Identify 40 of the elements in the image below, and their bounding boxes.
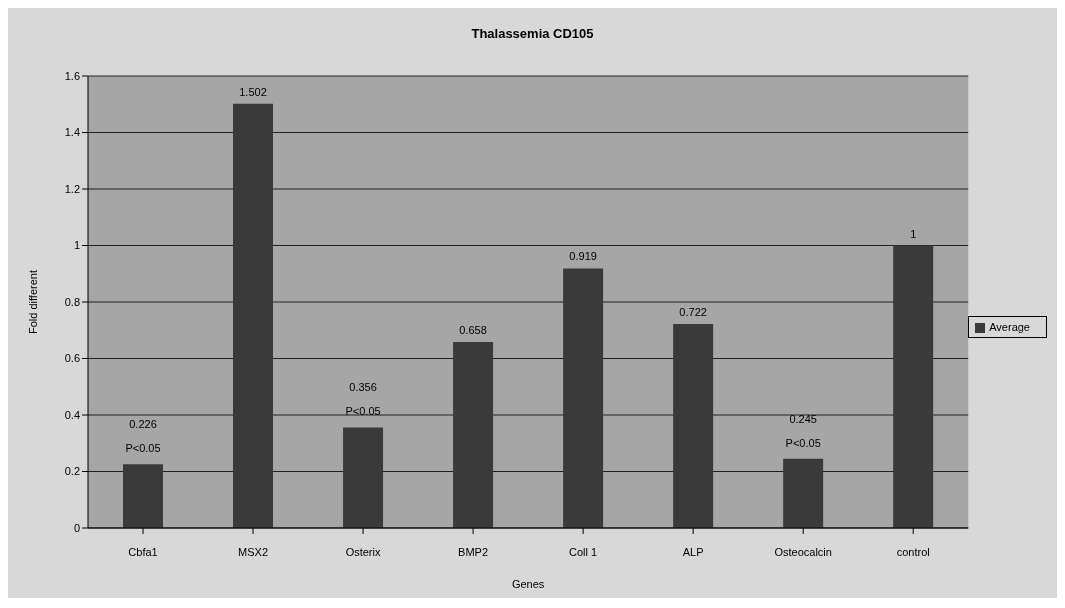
y-tick-label: 0.6 xyxy=(64,352,80,365)
x-tick-label: ALP xyxy=(682,545,704,558)
x-tick-label: Cbfa1 xyxy=(128,545,158,558)
bar xyxy=(673,324,714,528)
y-tick-label: 1.4 xyxy=(64,126,80,139)
bar xyxy=(453,342,494,528)
data-label: 0.722 xyxy=(679,306,707,319)
y-tick-label: 1.2 xyxy=(64,182,80,195)
bar xyxy=(123,464,163,528)
y-axis-title: Fold different xyxy=(26,269,39,335)
bar xyxy=(893,245,934,528)
data-label: 0.919 xyxy=(569,250,597,263)
bar xyxy=(233,103,274,528)
y-tick-label: 1.6 xyxy=(64,69,80,82)
chart-title: Thalassemia CD105 xyxy=(470,25,595,43)
data-label: 1.502 xyxy=(239,85,267,98)
x-tick-label: control xyxy=(896,545,930,558)
data-label: 0.658 xyxy=(459,324,487,337)
x-tick-label: BMP2 xyxy=(458,545,489,558)
annotation: P<0.05 xyxy=(785,436,821,449)
y-tick-label: 1 xyxy=(73,239,80,252)
data-label: 0.245 xyxy=(789,412,817,425)
x-tick-label: Osteocalcin xyxy=(774,545,832,558)
bar xyxy=(343,427,384,528)
data-label: 1 xyxy=(910,227,917,240)
x-tick-label: Osterix xyxy=(345,545,381,558)
legend-label: Average xyxy=(989,320,1030,333)
data-label: 0.226 xyxy=(129,418,157,431)
data-label: 0.356 xyxy=(349,381,377,394)
y-tick-label: 0.2 xyxy=(64,465,80,478)
bar xyxy=(563,268,604,528)
annotation: P<0.05 xyxy=(345,405,381,418)
y-tick-label: 0.8 xyxy=(64,295,80,308)
y-tick-label: 0 xyxy=(73,521,80,534)
x-axis-title: Genes xyxy=(511,578,545,590)
annotation: P<0.05 xyxy=(125,442,161,455)
x-tick-label: MSX2 xyxy=(238,545,269,558)
bar xyxy=(783,458,824,528)
y-tick-label: 0.4 xyxy=(64,408,80,421)
x-tick-label: Coll 1 xyxy=(569,545,598,558)
